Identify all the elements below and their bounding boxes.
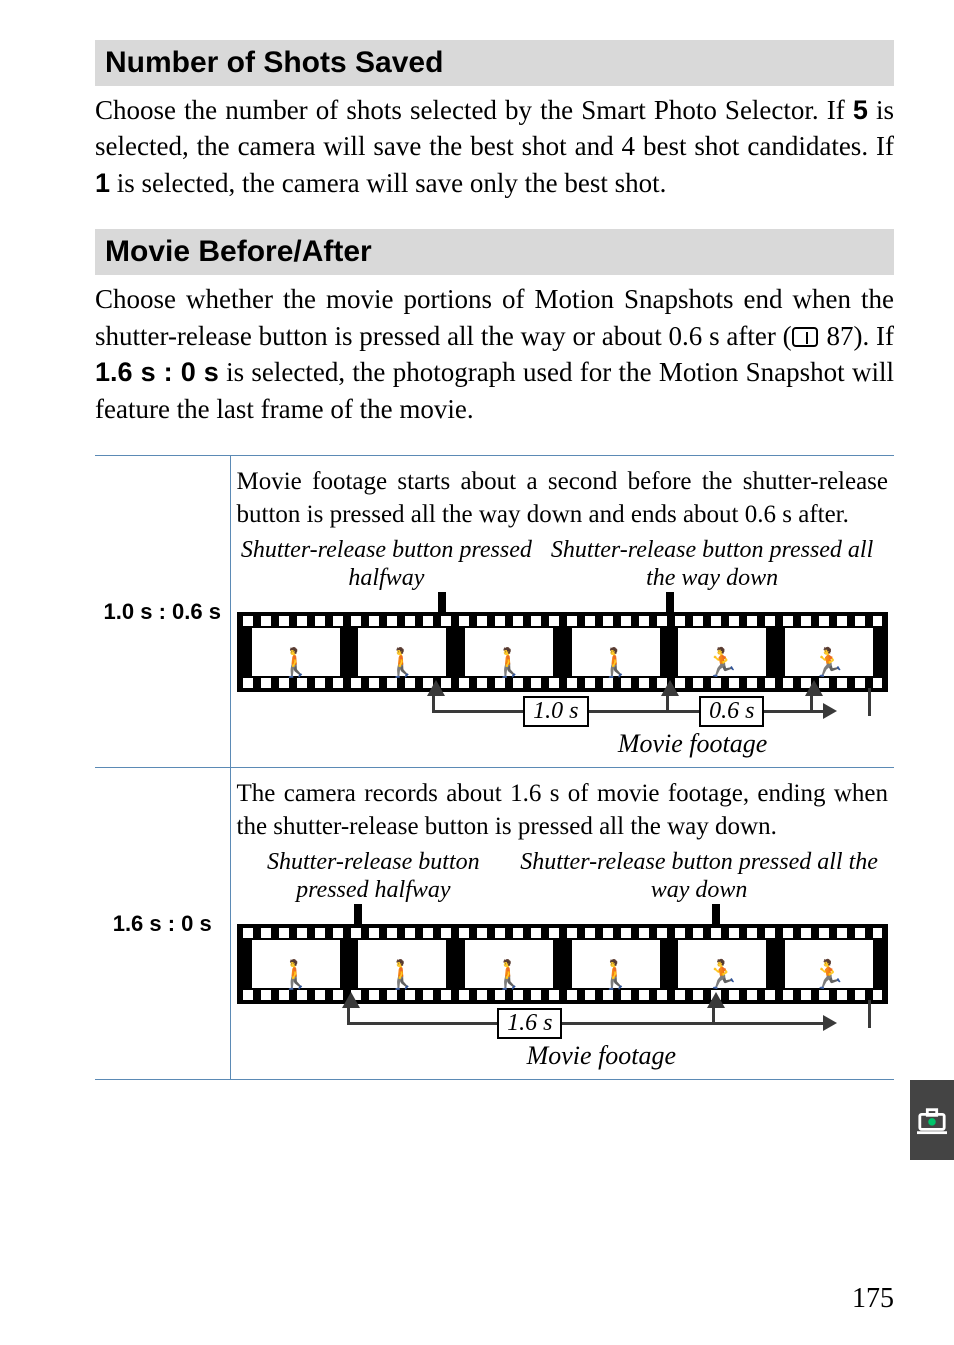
label-full: Shutter-release button pressed all the w… (536, 537, 888, 592)
hline (347, 1022, 823, 1025)
right-arrow-icon (823, 1015, 837, 1031)
frame: 🚶 (252, 940, 340, 988)
section-header-movie: Movie Before/After (95, 229, 894, 275)
frame: 🚶 (465, 628, 553, 676)
vconn (868, 688, 871, 716)
up-arrow-icon (707, 992, 725, 1008)
runner-icon: 🚶 (492, 962, 527, 990)
row-label-1: 1.0 s : 0.6 s (95, 456, 230, 768)
opt-1: 1 (95, 168, 110, 198)
table-row: 1.6 s : 0 s The camera records about 1.6… (95, 768, 894, 1080)
time-label-2: 0.6 s (699, 696, 764, 727)
movie-footage-label: Movie footage (315, 1041, 888, 1071)
diagram-table: 1.0 s : 0.6 s Movie footage starts about… (95, 455, 894, 1080)
up-arrow-icon (661, 680, 679, 696)
vconn (666, 694, 669, 710)
filmstrip: 🚶 🚶 🚶 🚶 🏃 🏃 (237, 612, 889, 692)
runner-icon: 🚶 (278, 650, 313, 678)
manual-icon (792, 327, 818, 347)
txt: Choose the number of shots selected by t… (95, 95, 853, 125)
runner-icon: 🏃 (705, 650, 740, 678)
up-arrow-icon (342, 992, 360, 1008)
time-label-1: 1.0 s (523, 696, 588, 727)
label-half: Shutter-release button pressed halfway (237, 537, 537, 592)
shots-body: Choose the number of shots selected by t… (95, 92, 894, 201)
frame: 🏃 (785, 940, 873, 988)
label-half: Shutter-release button pressed halfway (237, 849, 511, 904)
row1-filmwrap: 🚶 🚶 🚶 🚶 🏃 🏃 1.0 s (237, 594, 889, 729)
arrow-row: 1.0 s 0.6 s (237, 694, 889, 728)
runner-icon: 🚶 (598, 962, 633, 990)
vconn (432, 694, 435, 710)
runner-icon: 🏃 (705, 962, 740, 990)
side-tab (910, 1080, 954, 1160)
camera-icon (917, 1105, 947, 1135)
row2-filmwrap: 🚶 🚶 🚶 🚶 🏃 🏃 1.6 s (237, 906, 889, 1041)
row2-desc: The camera records about 1.6 s of movie … (237, 778, 889, 843)
opt-16s: 1.6 s : 0 s (95, 357, 219, 387)
page-number: 175 (852, 1283, 894, 1315)
row-label-2: 1.6 s : 0 s (95, 768, 230, 1080)
txt: Choose whether the movie portions of Mot… (95, 284, 894, 350)
up-arrow-icon (805, 680, 823, 696)
up-arrow-icon (427, 680, 445, 696)
frame: 🚶 (358, 628, 446, 676)
vconn (712, 1006, 715, 1022)
runner-icon: 🚶 (385, 962, 420, 990)
row1-sublabels: Shutter-release button pressed halfway S… (237, 537, 889, 592)
runner-icon: 🚶 (385, 650, 420, 678)
frame: 🚶 (252, 628, 340, 676)
txt: is selected, the camera will save only t… (110, 168, 666, 198)
row1-desc: Movie footage starts about a second befo… (237, 466, 889, 531)
runner-icon: 🏃 (811, 650, 846, 678)
table-row: 1.0 s : 0.6 s Movie footage starts about… (95, 456, 894, 768)
runner-icon: 🏃 (811, 962, 846, 990)
vconn (810, 694, 813, 710)
runner-icon: 🚶 (278, 962, 313, 990)
row-content-1: Movie footage starts about a second befo… (230, 456, 894, 768)
filmstrip: 🚶 🚶 🚶 🚶 🏃 🏃 (237, 924, 889, 1004)
frame: 🏃 (678, 940, 766, 988)
right-arrow-icon (823, 703, 837, 719)
frame: 🚶 (572, 628, 660, 676)
pageref: 87). If (826, 321, 894, 351)
opt-5: 5 (853, 95, 868, 125)
frame: 🚶 (358, 940, 446, 988)
runner-icon: 🚶 (598, 650, 633, 678)
row-content-2: The camera records about 1.6 s of movie … (230, 768, 894, 1080)
frame: 🚶 (465, 940, 553, 988)
frame: 🚶 (572, 940, 660, 988)
row2-sublabels: Shutter-release button pressed halfway S… (237, 849, 889, 904)
time-label-1: 1.6 s (497, 1008, 562, 1039)
frame: 🏃 (785, 628, 873, 676)
section-header-shots: Number of Shots Saved (95, 40, 894, 86)
label-full: Shutter-release button pressed all the w… (510, 849, 888, 904)
movie-body: Choose whether the movie portions of Mot… (95, 281, 894, 427)
vconn (347, 1006, 350, 1022)
frame: 🏃 (678, 628, 766, 676)
vconn (868, 1000, 871, 1028)
movie-footage-label: Movie footage (497, 729, 888, 759)
arrow-row: 1.6 s (237, 1006, 889, 1040)
runner-icon: 🚶 (492, 650, 527, 678)
